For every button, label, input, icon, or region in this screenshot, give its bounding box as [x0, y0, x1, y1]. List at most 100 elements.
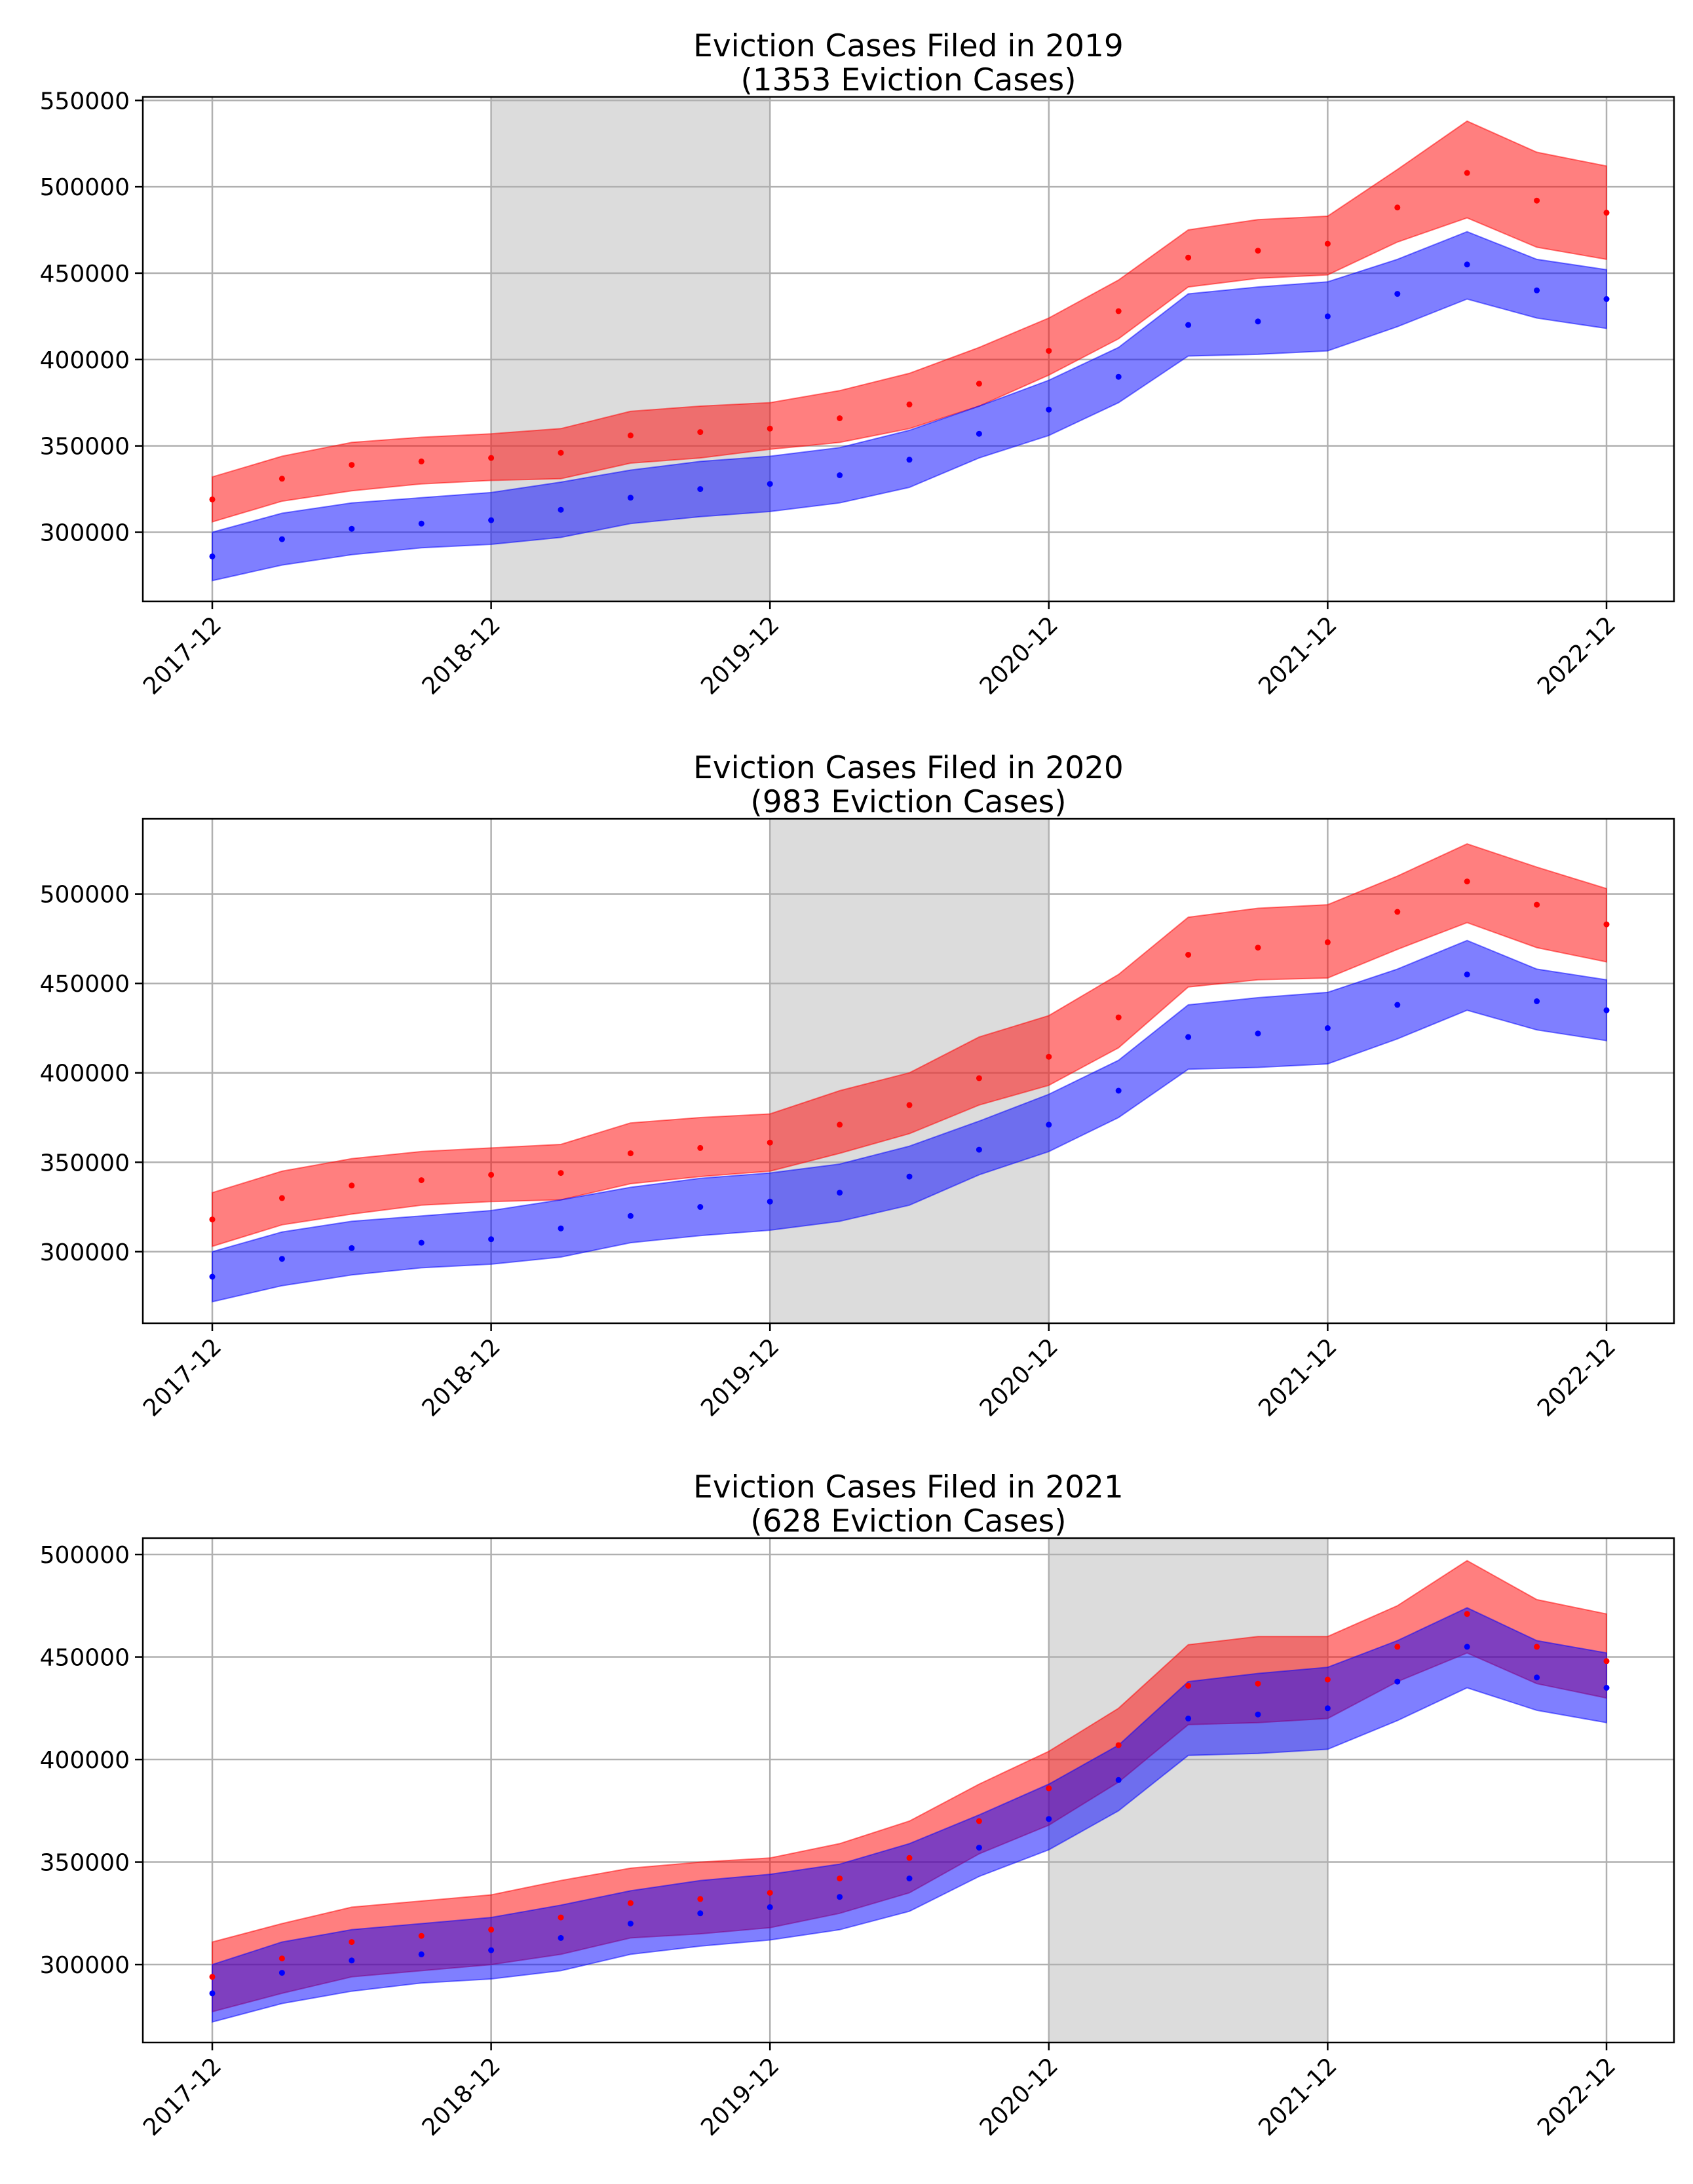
- confidence-band-red: [212, 120, 1607, 523]
- mean-point-red: [837, 1875, 843, 1882]
- mean-point-blue: [1394, 1678, 1401, 1685]
- y-tick-label: 300000: [40, 1239, 130, 1266]
- y-tick-label: 300000: [40, 520, 130, 547]
- mean-point-blue: [349, 1245, 355, 1251]
- mean-point-red: [906, 1855, 913, 1861]
- y-tick-label: 350000: [40, 434, 130, 461]
- mean-point-red: [1324, 1676, 1331, 1683]
- x-tick-label: 2022-12: [1532, 1333, 1621, 1421]
- mean-point-blue: [1185, 1715, 1192, 1722]
- chart-subtitle: (983 Eviction Cases): [750, 784, 1066, 820]
- mean-point-blue: [976, 430, 982, 437]
- mean-point-red: [697, 1896, 704, 1902]
- mean-point-red: [1394, 204, 1401, 211]
- mean-point-blue: [1464, 971, 1470, 978]
- mean-point-blue: [1534, 1674, 1540, 1681]
- y-tick-label: 500000: [40, 882, 130, 909]
- mean-point-red: [278, 1195, 285, 1201]
- mean-point-blue: [1046, 1816, 1052, 1822]
- mean-point-blue: [418, 520, 425, 527]
- mean-point-red: [976, 1075, 982, 1082]
- mean-point-blue: [488, 1236, 495, 1243]
- mean-point-blue: [209, 1990, 216, 1997]
- mean-point-red: [1185, 952, 1192, 958]
- mean-point-red: [837, 1121, 843, 1128]
- mean-point-red: [1603, 210, 1610, 216]
- mean-point-red: [697, 1144, 704, 1151]
- x-tick-label: 2021-12: [1253, 2052, 1342, 2141]
- y-tick-label: 400000: [40, 1061, 130, 1087]
- mean-point-blue: [558, 1934, 564, 1941]
- x-tick-label: 2019-12: [696, 2052, 784, 2141]
- x-tick-label: 2021-12: [1253, 1333, 1342, 1421]
- mean-point-red: [1603, 1658, 1610, 1665]
- mean-point-blue: [1534, 287, 1540, 293]
- mean-point-blue: [906, 457, 913, 463]
- y-tick-label: 350000: [40, 1850, 130, 1877]
- y-tick-label: 450000: [40, 261, 130, 288]
- mean-point-red: [488, 1171, 495, 1178]
- confidence-band-blue: [212, 1607, 1607, 2023]
- chart-subtitle: (628 Eviction Cases): [750, 1503, 1066, 1539]
- mean-point-blue: [837, 1894, 843, 1900]
- mean-point-red: [558, 449, 564, 456]
- mean-point-blue: [558, 506, 564, 513]
- mean-point-blue: [278, 536, 285, 542]
- x-tick-label: 2019-12: [696, 1333, 784, 1421]
- mean-point-blue: [1115, 1087, 1122, 1094]
- mean-point-blue: [1046, 406, 1052, 413]
- x-tick-label: 2021-12: [1253, 611, 1342, 700]
- mean-point-blue: [1534, 998, 1540, 1004]
- mean-point-blue: [349, 525, 355, 532]
- x-tick-label: 2018-12: [417, 611, 506, 700]
- chart-title: Eviction Cases Filed in 2020: [693, 750, 1124, 786]
- mean-point-red: [1046, 1785, 1052, 1792]
- mean-point-blue: [767, 481, 773, 487]
- chart-panel-1: Eviction Cases Filed in 2019(1353 Evicti…: [40, 28, 1675, 700]
- mean-point-blue: [418, 1239, 425, 1246]
- mean-point-blue: [906, 1173, 913, 1180]
- mean-point-red: [627, 1900, 634, 1906]
- x-tick-label: 2022-12: [1532, 611, 1621, 700]
- mean-point-blue: [976, 1146, 982, 1153]
- confidence-band-red: [212, 843, 1607, 1247]
- y-tick-label: 500000: [40, 174, 130, 201]
- mean-point-blue: [1255, 318, 1261, 325]
- mean-point-blue: [488, 1947, 495, 1953]
- mean-point-blue: [1255, 1711, 1261, 1718]
- chart-panel-2: Eviction Cases Filed in 2020(983 Evictio…: [40, 750, 1675, 1422]
- mean-point-red: [1394, 909, 1401, 915]
- mean-point-blue: [1464, 1644, 1470, 1650]
- mean-point-red: [1046, 348, 1052, 354]
- x-tick-label: 2018-12: [417, 2052, 506, 2141]
- y-tick-label: 400000: [40, 347, 130, 374]
- mean-point-blue: [209, 553, 216, 559]
- mean-point-red: [278, 1955, 285, 1962]
- mean-point-red: [697, 429, 704, 436]
- mean-point-red: [627, 1150, 634, 1157]
- mean-point-red: [1255, 248, 1261, 254]
- mean-point-blue: [837, 472, 843, 478]
- mean-point-blue: [1046, 1121, 1052, 1128]
- mean-point-blue: [418, 1951, 425, 1957]
- mean-point-blue: [906, 1875, 913, 1882]
- mean-point-red: [209, 1216, 216, 1223]
- mean-point-red: [837, 415, 843, 421]
- mean-point-blue: [1324, 1025, 1331, 1031]
- mean-point-red: [1046, 1053, 1052, 1060]
- mean-point-blue: [1603, 1007, 1610, 1013]
- mean-point-blue: [1603, 296, 1610, 302]
- axes-frame: [142, 818, 1675, 1325]
- mean-point-blue: [767, 1904, 773, 1910]
- chart-title: Eviction Cases Filed in 2021: [693, 1469, 1124, 1505]
- mean-point-red: [1115, 1014, 1122, 1021]
- mean-point-blue: [1185, 1034, 1192, 1040]
- y-tick-label: 400000: [40, 1747, 130, 1774]
- x-tick-label: 2018-12: [417, 1333, 506, 1421]
- mean-point-blue: [837, 1190, 843, 1196]
- mean-point-blue: [697, 486, 704, 493]
- mean-point-red: [558, 1914, 564, 1921]
- mean-point-red: [1534, 197, 1540, 204]
- mean-point-red: [1255, 1680, 1261, 1687]
- x-tick-label: 2022-12: [1532, 2052, 1621, 2141]
